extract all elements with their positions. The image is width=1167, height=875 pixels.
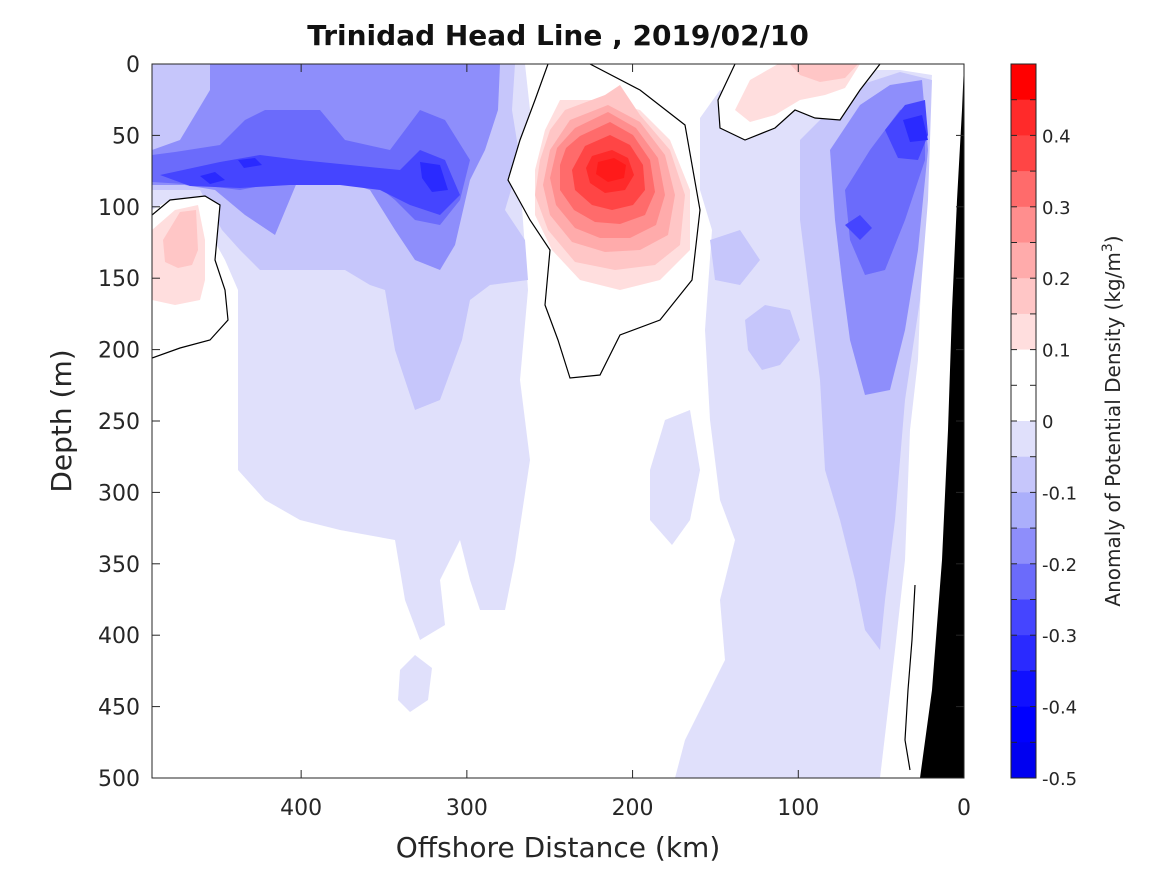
colorbar-tick-label: -0.3: [1042, 626, 1077, 647]
colorbar-swatch: [1011, 563, 1036, 600]
x-axis: 400 300 200 100 0: [280, 64, 971, 821]
y-tick-label: 250: [98, 410, 140, 435]
colorbar-swatch: [1011, 456, 1036, 493]
colorbar-label-end: ): [1101, 235, 1125, 243]
contour-fill-neg-045-core1: [200, 172, 225, 184]
colorbar-tick-label: -0.5: [1042, 769, 1077, 790]
contour-fill-pos-04-eddy: [596, 158, 626, 182]
x-tick-label: 300: [446, 796, 488, 821]
colorbar-swatch: [1011, 135, 1036, 172]
colorbar-swatch: [1011, 99, 1036, 136]
zero-contour-offshore: [152, 195, 229, 359]
colorbar-ticks: 0.4 0.3 0.2 0.1 0 -0.1 -0.2 -0.3 -0.4 -0.5: [1011, 63, 1077, 790]
x-axis-label: Offshore Distance (km): [396, 831, 721, 864]
contour-fill-neg-01-deep: [650, 410, 700, 545]
colorbar-tick-label: 0.4: [1042, 126, 1071, 147]
contour-fill-neg-02-mid: [745, 305, 800, 370]
contour-fill-neg-045-core2: [238, 158, 262, 168]
zero-contour-surface: [717, 64, 881, 141]
y-axis: 0 50 100 150 200 250 300 350 400 450 500: [98, 53, 964, 792]
y-tick-label: 500: [98, 767, 140, 792]
colorbar-tick-label: 0.1: [1042, 341, 1071, 362]
contour-fill-neg-01-island: [398, 655, 432, 712]
zero-contour-nearshore: [904, 584, 916, 771]
contour-field: [152, 64, 964, 778]
colorbar-label-sup: 3: [1100, 243, 1116, 252]
colorbar-swatch: [1011, 313, 1036, 351]
colorbar-swatch: [1011, 278, 1036, 315]
colorbar-tick-label: -0.2: [1042, 555, 1077, 576]
y-tick-label: 150: [98, 267, 140, 292]
contour-fill-neg-04-band: [160, 150, 460, 215]
colorbar: [1010, 63, 1037, 779]
colorbar-swatch: [1011, 421, 1036, 458]
colorbar-tick-label: -0.4: [1042, 698, 1077, 719]
colorbar-swatch: [1011, 242, 1036, 279]
colorbar-tick-label: 0.3: [1042, 198, 1071, 219]
colorbar-swatch: [1011, 670, 1036, 708]
bathymetry-mask: [920, 64, 964, 778]
colorbar-label-main: Anomaly of Potential Density (kg/m: [1101, 252, 1125, 606]
contour-fill-neg-04-knot: [845, 215, 872, 240]
chart-title: Trinidad Head Line , 2019/02/10: [307, 19, 809, 52]
colorbar-swatch: [1011, 206, 1036, 243]
contour-fill-neg-02-shelf: [710, 230, 760, 285]
colorbar-tick-label: -0.1: [1042, 483, 1077, 504]
zero-contour-eddy: [507, 64, 701, 379]
colorbar-swatch: [1011, 492, 1036, 529]
y-axis-label: Depth (m): [45, 349, 78, 492]
colorbar-swatch: [1011, 528, 1036, 565]
y-tick-label: 0: [126, 53, 140, 78]
y-tick-label: 450: [98, 696, 140, 721]
colorbar-swatch: [1011, 635, 1036, 672]
y-tick-label: 300: [98, 481, 140, 506]
colorbar-swatch: [1011, 706, 1036, 743]
x-tick-label: 400: [280, 796, 322, 821]
x-tick-label: 200: [612, 796, 654, 821]
colorbar-tick-label: 0.2: [1042, 269, 1071, 290]
contour-fill-pos-01-offshore: [163, 210, 198, 268]
colorbar-swatch: [1011, 64, 1036, 101]
colorbar-label: Anomaly of Potential Density (kg/m3): [1100, 235, 1125, 606]
y-tick-label: 100: [98, 196, 140, 221]
y-tick-label: 350: [98, 553, 140, 578]
x-tick-label: 0: [957, 796, 971, 821]
y-tick-label: 200: [98, 339, 140, 364]
colorbar-swatch: [1011, 599, 1036, 636]
y-tick-label: 400: [98, 624, 140, 649]
contour-fill-neg-045-core3: [420, 162, 448, 192]
y-tick-label: 50: [112, 124, 140, 149]
colorbar-swatch: [1011, 385, 1036, 422]
colorbar-swatch: [1011, 171, 1036, 208]
contour-fill-pos-01-surface: [790, 64, 858, 82]
colorbar-swatch: [1011, 742, 1036, 779]
colorbar-swatch: [1011, 349, 1036, 386]
contour-fill-neg-045-core4: [903, 115, 928, 142]
x-tick-label: 100: [777, 796, 819, 821]
colorbar-tick-label: 0: [1042, 412, 1053, 433]
